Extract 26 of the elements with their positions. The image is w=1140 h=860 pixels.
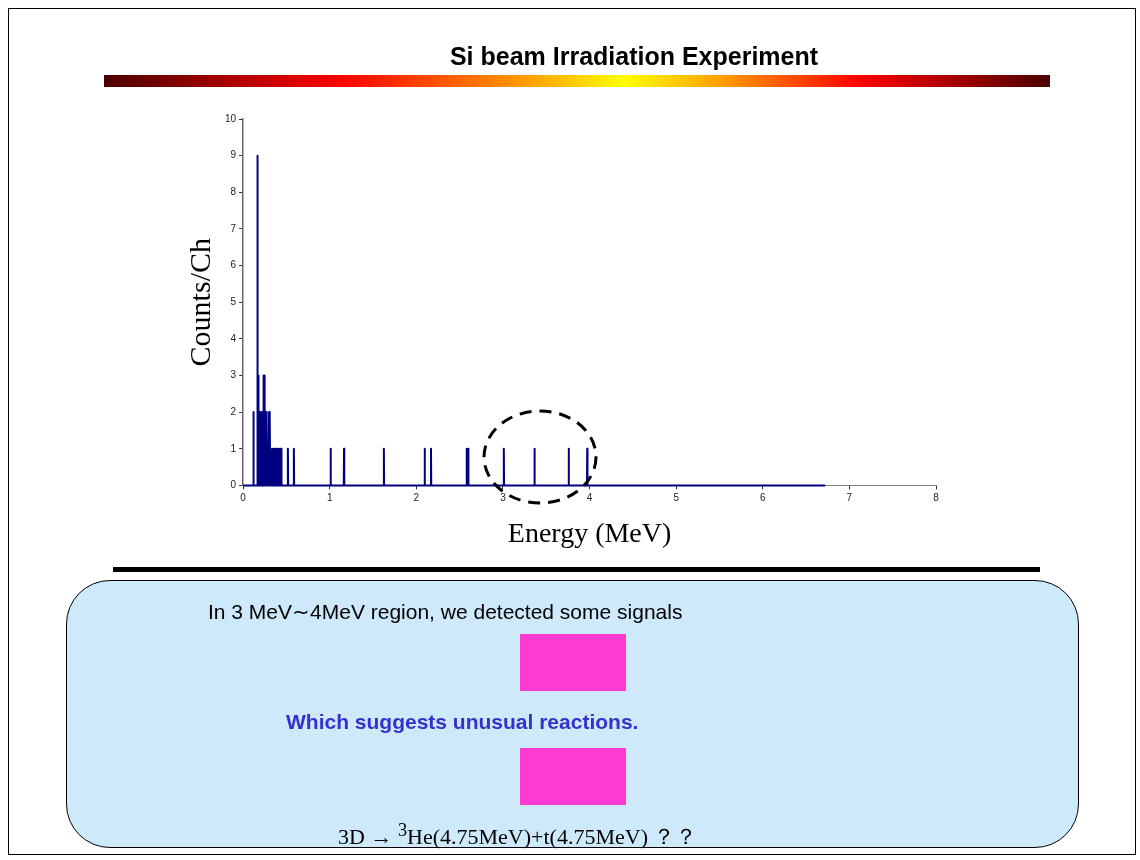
text: Which suggests unusual reactions. [286, 710, 639, 734]
x-tick-label: 3 [500, 492, 507, 504]
y-tick-label: 7 [230, 222, 237, 234]
chart-title: Si beam Irradiation Experiment [448, 42, 820, 71]
y-tick-label: 2 [230, 405, 237, 417]
x-tick-label: 7 [846, 492, 853, 504]
x-tick-label: 0 [240, 492, 247, 504]
y-tick-label: 1 [230, 442, 237, 454]
y-tick-label: 3 [230, 369, 237, 381]
x-tick-label: 1 [326, 492, 333, 504]
y-axis-title: Counts/Ch [182, 238, 216, 367]
x-tick-label: 4 [586, 492, 593, 504]
x-tick-label: 2 [413, 492, 420, 504]
y-tick-label: 9 [230, 149, 237, 161]
y-tick-label: 0 [230, 479, 237, 491]
text: In 3 MeV∼4MeV region, we detected some signals [208, 600, 683, 624]
x-tick-label: 8 [933, 492, 940, 504]
y-tick-label: 5 [230, 295, 237, 307]
text: 3D → $^{3}$He(4.75MeV)+t(4.75MeV) ？？ [338, 820, 698, 852]
x-tick-label: 6 [760, 492, 766, 504]
x-axis-title: Energy (MeV) [507, 516, 672, 548]
x-tick-label: 5 [673, 492, 680, 504]
y-tick-label: 10 [225, 112, 237, 124]
y-tick-label: 4 [230, 332, 237, 344]
y-tick-label: 6 [230, 259, 237, 271]
y-tick-label: 8 [230, 186, 237, 198]
